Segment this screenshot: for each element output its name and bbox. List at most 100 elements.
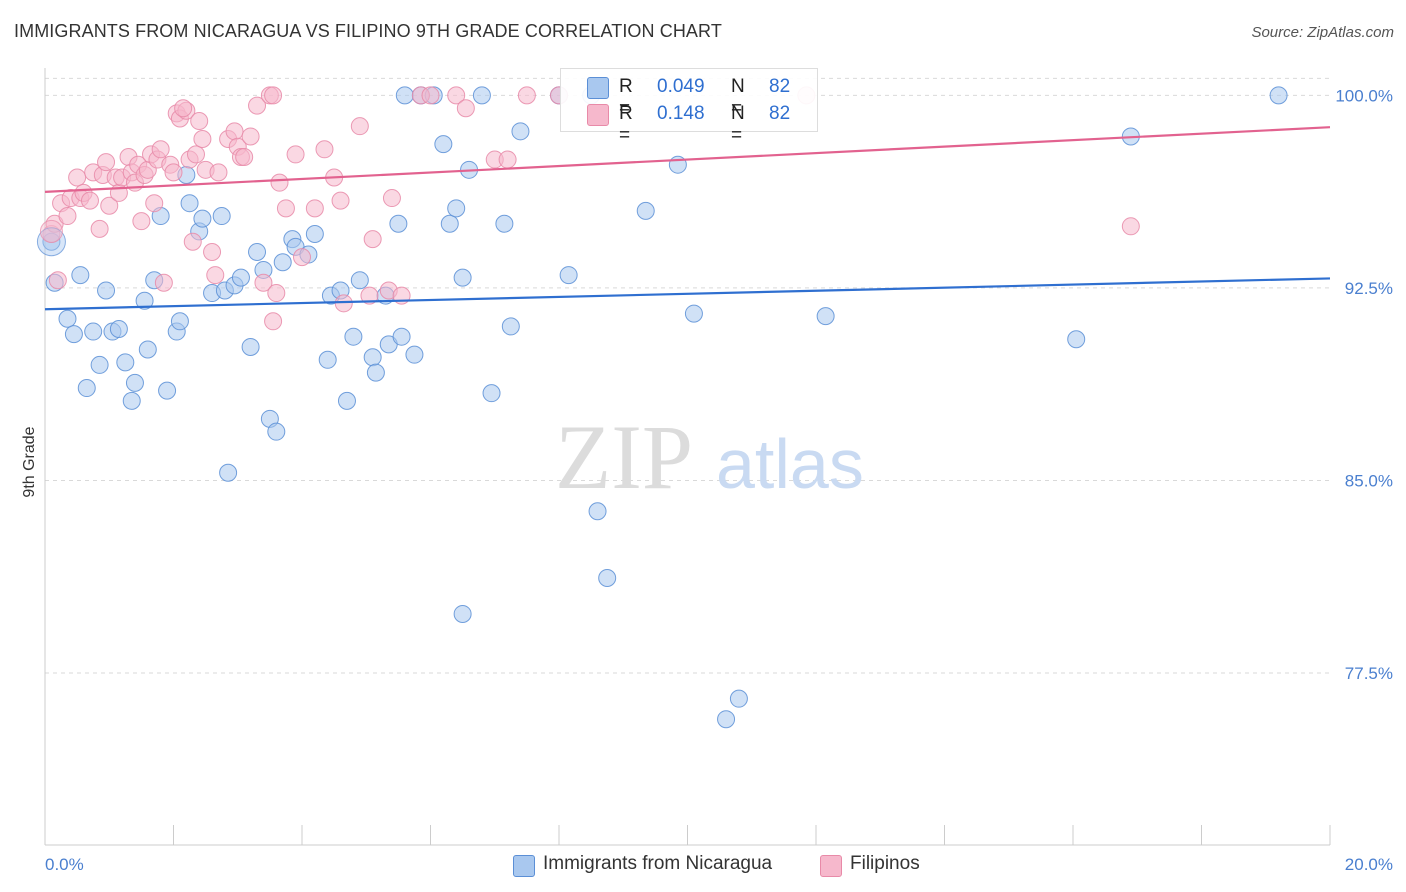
nicaragua-point: [1269, 86, 1288, 105]
legend-label: Immigrants from Nicaragua: [543, 853, 773, 874]
filipino-point: [151, 140, 170, 159]
filipino-point: [1121, 217, 1140, 236]
legend-swatch-pink: [820, 855, 842, 877]
nicaragua-point: [363, 348, 382, 367]
filipino-point: [264, 86, 283, 105]
nicaragua-point: [559, 266, 578, 285]
filipino-point: [382, 189, 401, 208]
nicaragua-point: [588, 502, 607, 521]
watermark-zip: ZIP: [555, 406, 693, 508]
nicaragua-point: [212, 207, 231, 226]
filipino-point: [286, 145, 305, 164]
nicaragua-point: [125, 373, 144, 392]
filipino-point: [498, 150, 517, 169]
y-axis-label: 9th Grade: [21, 426, 38, 497]
nicaragua-point: [219, 463, 238, 482]
y-tick-label: 77.5%: [1345, 664, 1393, 683]
r-value: 0.148: [657, 103, 705, 124]
filipino-point: [164, 163, 183, 182]
nicaragua-point: [180, 194, 199, 213]
nicaragua-point: [116, 353, 135, 372]
filipino-point: [293, 248, 311, 267]
legend-swatch-blue: [513, 855, 535, 877]
nicaragua-point: [337, 391, 356, 410]
filipino-point: [360, 286, 379, 305]
filipino-point: [447, 86, 466, 105]
filipino-point: [517, 86, 536, 105]
nicaragua-point: [405, 345, 424, 364]
nicaragua-trend-line: [44, 277, 1331, 311]
nicaragua-point: [392, 327, 411, 346]
filipino-point: [305, 199, 324, 218]
nicaragua-point: [248, 242, 267, 261]
filipino-point: [235, 147, 254, 166]
nicaragua-point: [598, 569, 617, 588]
filipino-point: [209, 163, 228, 182]
nicaragua-point: [434, 135, 453, 154]
filipino-point: [254, 273, 273, 292]
nicaragua-point: [511, 122, 530, 141]
nicaragua-point: [366, 363, 385, 382]
series-legend: Immigrants from Nicaragua Filipinos: [0, 850, 1406, 880]
nicaragua-point: [1067, 330, 1086, 349]
filipino-point: [334, 294, 353, 313]
nicaragua-point: [97, 281, 116, 300]
filipino-point: [48, 271, 67, 290]
nicaragua-point: [684, 304, 703, 323]
y-tick-label: 85.0%: [1345, 471, 1393, 490]
filipino-point: [154, 273, 173, 292]
r-label: R =: [619, 103, 633, 146]
filipino-point: [315, 140, 334, 159]
nicaragua-point: [109, 319, 128, 338]
n-value: 82: [769, 76, 791, 97]
filipino-point: [174, 99, 193, 118]
nicaragua-point: [84, 322, 103, 341]
y-tick-label: 100.0%: [1335, 86, 1393, 105]
nicaragua-point: [495, 214, 514, 233]
nicaragua-point: [36, 227, 66, 257]
data-points: [36, 86, 1288, 729]
watermark: ZIP atlas: [555, 406, 864, 508]
filipino-point: [206, 266, 225, 285]
nicaragua-point: [453, 268, 472, 287]
nicaragua-point: [472, 86, 491, 105]
nicaragua-point: [729, 689, 748, 708]
filipino-point: [350, 117, 369, 136]
filipino-point: [100, 196, 119, 215]
filipino-point: [186, 145, 205, 164]
nicaragua-point: [241, 337, 260, 356]
nicaragua-point: [170, 312, 189, 331]
legend-swatch-pink: [587, 104, 609, 126]
nicaragua-point: [447, 199, 466, 218]
filipino-point: [331, 191, 350, 210]
source-label: Source: ZipAtlas.com: [1251, 24, 1394, 41]
nicaragua-point: [267, 422, 286, 441]
filipino-point: [203, 242, 222, 261]
watermark-atlas: atlas: [716, 425, 864, 503]
filipino-point: [241, 127, 260, 146]
nicaragua-point: [58, 309, 77, 328]
filipino-point: [193, 130, 212, 149]
nicaragua-point: [453, 604, 472, 623]
nicaragua-point: [90, 355, 109, 374]
legend-label: Filipinos: [850, 853, 920, 874]
filipino-point: [39, 219, 63, 243]
y-tick-label: 92.5%: [1345, 279, 1393, 298]
nicaragua-point: [395, 86, 414, 105]
filipino-point: [145, 194, 164, 213]
filipino-point: [264, 312, 283, 331]
nicaragua-point: [231, 268, 250, 287]
nicaragua-point: [318, 350, 337, 369]
filipino-point: [276, 199, 295, 218]
trend-lines: [44, 126, 1331, 311]
axes: [44, 68, 1331, 846]
x-tick-label: 20.0%: [1345, 855, 1393, 874]
nicaragua-point: [482, 384, 501, 403]
tick-labels: 100.0% 92.5% 85.0% 77.5% 0.0% 20.0%: [45, 86, 1393, 874]
filipino-point: [190, 112, 209, 131]
filipino-point: [421, 86, 440, 105]
nicaragua-point: [71, 266, 90, 285]
filipino-point: [68, 168, 87, 187]
nicaragua-point: [344, 327, 363, 346]
